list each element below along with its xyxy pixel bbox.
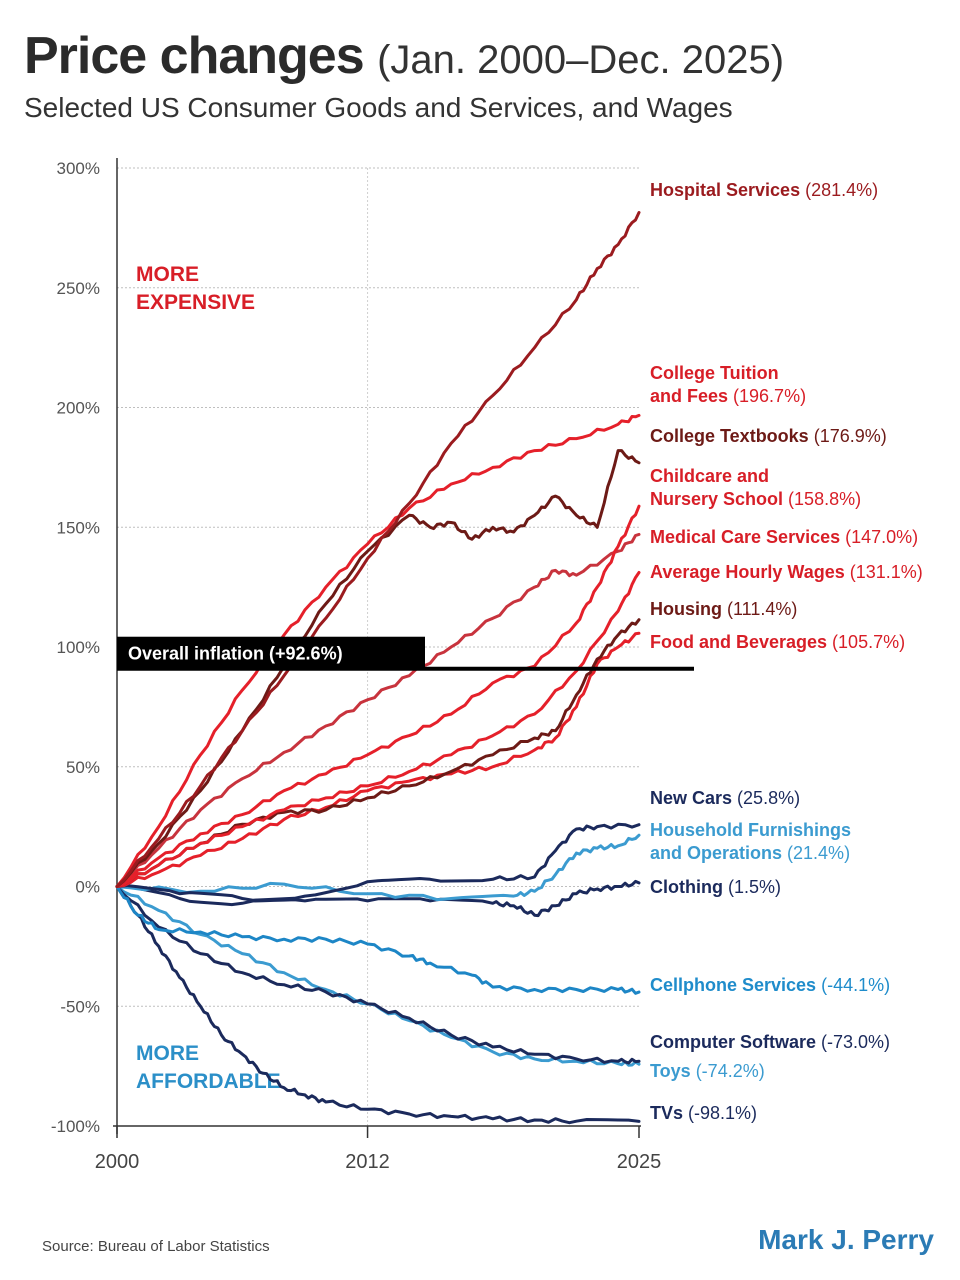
series-line	[115, 822, 641, 902]
series-label: Household Furnishings	[650, 820, 851, 840]
source-note: Source: Bureau of Labor Statistics	[42, 1238, 270, 1255]
inflation-label-box	[117, 636, 425, 669]
y-tick-label: 100%	[57, 638, 100, 657]
series-line	[115, 833, 641, 902]
series-label: Nursery School (158.8%)	[650, 489, 861, 509]
series-line	[115, 885, 641, 1125]
more-affordable-annotation: AFFORDABLE	[136, 1070, 281, 1093]
y-tick-label: 200%	[57, 399, 100, 418]
y-tick-label: 150%	[57, 518, 100, 537]
series-label: TVs (-98.1%)	[650, 1103, 757, 1123]
chart-subtitle: Selected US Consumer Goods and Services,…	[24, 92, 733, 123]
series-label: College Tuition	[650, 363, 779, 383]
series-line	[115, 571, 641, 888]
chart-title-date-range: (Jan. 2000–Dec. 2025)	[377, 38, 785, 82]
series-line	[115, 885, 641, 995]
y-tick-label: -50%	[60, 997, 100, 1016]
series-label: Hospital Services (281.4%)	[650, 180, 878, 200]
chart-title: Price changes (Jan. 2000–Dec. 2025)	[24, 26, 944, 86]
series-label: Housing (111.4%)	[650, 599, 797, 619]
author-brand: Mark J. Perry	[758, 1224, 934, 1255]
y-tick-label: 0%	[75, 878, 100, 897]
y-tick-label: 300%	[57, 159, 100, 178]
y-tick-label: 50%	[66, 758, 100, 777]
x-tick-label: 2012	[345, 1151, 390, 1173]
inflation-label: Overall inflation (+92.6%)	[128, 644, 343, 664]
series-label: New Cars (25.8%)	[650, 788, 800, 808]
y-tick-label: -100%	[51, 1117, 100, 1136]
chart-header: Price changes (Jan. 2000–Dec. 2025) Sele…	[24, 26, 944, 124]
x-tick-label: 2025	[617, 1151, 662, 1173]
more-affordable-annotation: MORE	[136, 1042, 199, 1065]
series-label: Childcare and	[650, 466, 769, 486]
series-line	[115, 532, 641, 888]
y-tick-label: 250%	[57, 279, 100, 298]
series-line	[115, 211, 641, 888]
more-expensive-annotation: MORE	[136, 263, 199, 286]
series-label: Toys (-74.2%)	[650, 1061, 765, 1081]
x-tick-label: 2000	[95, 1151, 140, 1173]
series-label: and Operations (21.4%)	[650, 843, 850, 863]
series-line	[115, 413, 641, 888]
series-label: and Fees (196.7%)	[650, 386, 806, 406]
series-label: Cellphone Services (-44.1%)	[650, 975, 890, 995]
series-label: Average Hourly Wages (131.1%)	[650, 562, 923, 582]
series-label: Food and Beverages (105.7%)	[650, 632, 905, 652]
series-line	[115, 885, 641, 1067]
series-line	[115, 504, 641, 888]
chart-title-bold: Price changes	[24, 27, 365, 85]
series-label: College Textbooks (176.9%)	[650, 426, 887, 446]
series-line	[115, 631, 641, 888]
series-label: Medical Care Services (147.0%)	[650, 527, 918, 547]
series-line	[115, 885, 641, 1065]
series-label: Clothing (1.5%)	[650, 877, 781, 897]
series-label: Computer Software (-73.0%)	[650, 1032, 890, 1052]
more-expensive-annotation: EXPENSIVE	[136, 291, 255, 314]
